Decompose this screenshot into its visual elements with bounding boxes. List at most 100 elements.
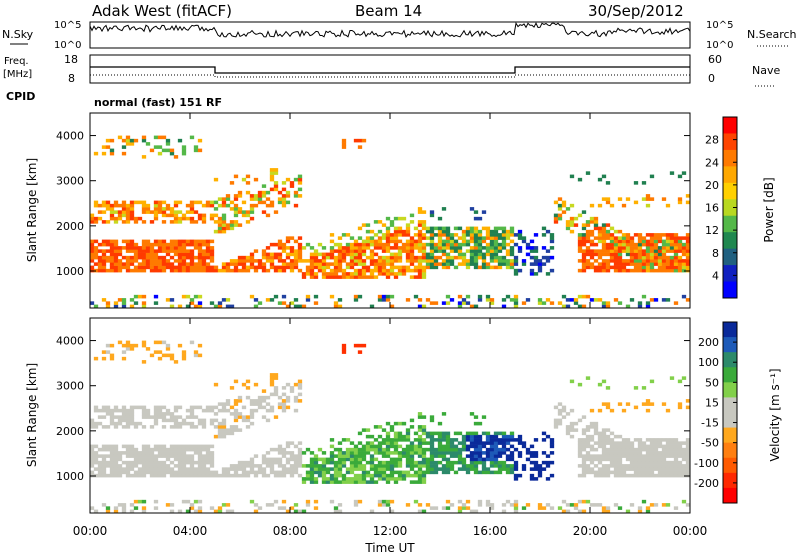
heatmap-cell	[189, 203, 195, 208]
heatmap-cell	[193, 460, 199, 465]
heatmap-cell	[145, 262, 151, 266]
heatmap-cell	[153, 255, 159, 260]
heatmap-cell	[601, 444, 607, 449]
heatmap-cell	[385, 441, 391, 445]
heatmap-cell	[481, 467, 487, 471]
heatmap-cell	[221, 402, 227, 406]
heatmap-cell	[341, 454, 347, 458]
heatmap-cell	[133, 454, 139, 458]
heatmap-cell	[605, 268, 611, 273]
heatmap-cell	[673, 457, 679, 462]
heatmap-cell	[201, 252, 207, 257]
heatmap-cell	[441, 301, 447, 305]
heatmap-cell	[449, 438, 455, 442]
heatmap-cell	[241, 464, 247, 468]
heatmap-cell	[249, 402, 255, 406]
heatmap-cell	[381, 294, 387, 299]
heatmap-cell	[293, 259, 299, 263]
heatmap-cell	[265, 473, 271, 478]
heatmap-cell	[637, 304, 643, 309]
heatmap-cell	[145, 451, 151, 455]
heatmap-cell	[333, 477, 339, 481]
heatmap-cell	[253, 382, 259, 387]
heatmap-cell	[149, 353, 155, 358]
heatmap-cell	[173, 216, 179, 221]
heatmap-cell	[265, 252, 271, 257]
heatmap-cell	[621, 444, 627, 449]
heatmap-cell	[645, 399, 651, 403]
heatmap-cell	[669, 441, 675, 445]
heatmap-cell	[613, 454, 619, 458]
heatmap-cell	[341, 138, 347, 143]
heatmap-cell	[577, 177, 583, 182]
heatmap-cell	[289, 181, 295, 185]
heatmap-cell	[637, 447, 643, 452]
colorbar-swatch	[723, 442, 737, 459]
heatmap-cell	[429, 415, 435, 419]
heatmap-cell	[445, 434, 451, 439]
heatmap-cell	[157, 415, 163, 419]
heatmap-cell	[585, 451, 591, 455]
heatmap-cell	[141, 304, 147, 309]
heatmap-cell	[105, 304, 111, 309]
heatmap-cell	[261, 265, 267, 270]
heatmap-cell	[529, 467, 535, 471]
heatmap-cell	[593, 226, 599, 231]
heatmap-cell	[241, 460, 247, 465]
heatmap-cell	[389, 457, 395, 462]
heatmap-cell	[229, 268, 235, 273]
heatmap-cell	[129, 415, 135, 419]
heatmap-cell	[205, 454, 211, 458]
heatmap-cell	[357, 275, 363, 279]
heatmap-cell	[225, 428, 231, 432]
heatmap-cell	[197, 473, 203, 478]
heatmap-cell	[465, 438, 471, 442]
heatmap-cell	[465, 249, 471, 253]
heatmap-cell	[677, 379, 683, 384]
heatmap-cell	[349, 470, 355, 475]
heatmap-cell	[389, 294, 395, 299]
heatmap-cell	[617, 242, 623, 247]
heatmap-cell	[281, 447, 287, 452]
heatmap-cell	[465, 464, 471, 468]
heatmap-cell	[177, 451, 183, 455]
heatmap-cell	[561, 200, 567, 205]
heatmap-cell	[221, 470, 227, 475]
heatmap-cell	[281, 268, 287, 273]
heatmap-cell	[341, 142, 347, 146]
heatmap-cell	[417, 473, 423, 478]
heatmap-cell	[665, 444, 671, 449]
heatmap-cell	[273, 415, 279, 419]
heatmap-cell	[361, 467, 367, 471]
heatmap-cell	[433, 454, 439, 458]
heatmap-cell	[97, 210, 103, 214]
heatmap-cell	[109, 246, 115, 250]
heatmap-cell	[361, 470, 367, 475]
heatmap-cell	[605, 265, 611, 270]
heatmap-cell	[97, 249, 103, 253]
heatmap-cell	[493, 447, 499, 452]
heatmap-cell	[277, 255, 283, 260]
heatmap-cell	[289, 451, 295, 455]
heatmap-cell	[561, 499, 567, 504]
heatmap-cell	[661, 298, 667, 302]
heatmap-cell	[165, 408, 171, 413]
heatmap-cell	[625, 451, 631, 455]
heatmap-cell	[473, 454, 479, 458]
heatmap-cell	[649, 259, 655, 263]
heatmap-cell	[613, 444, 619, 449]
heatmap-cell	[197, 451, 203, 455]
heatmap-cell	[409, 464, 415, 468]
heatmap-cell	[237, 428, 243, 432]
heatmap-cell	[377, 259, 383, 263]
heatmap-cell	[665, 454, 671, 458]
heatmap-cell	[537, 265, 543, 270]
heatmap-cell	[645, 438, 651, 442]
heatmap-cell	[269, 470, 275, 475]
heatmap-cell	[321, 255, 327, 260]
heatmap-cell	[217, 425, 223, 429]
heatmap-cell	[417, 236, 423, 240]
heatmap-cell	[421, 210, 427, 214]
heatmap-cell	[317, 252, 323, 257]
heatmap-cell	[329, 480, 335, 484]
